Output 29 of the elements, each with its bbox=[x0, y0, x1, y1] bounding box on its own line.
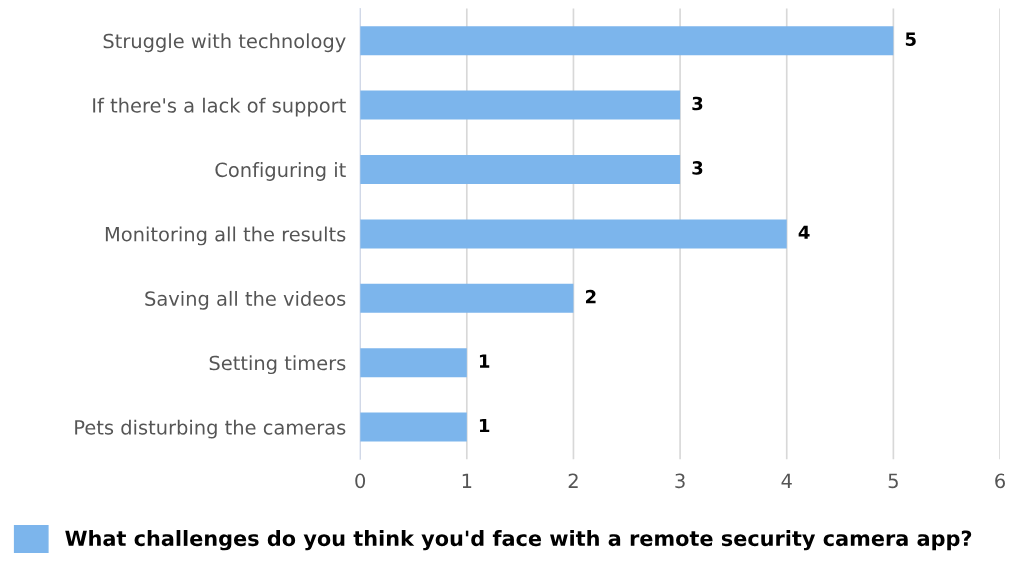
bar bbox=[360, 219, 787, 249]
bar bbox=[360, 90, 681, 120]
y-tick-label: Saving all the videos bbox=[145, 290, 346, 310]
data-label: 1 bbox=[479, 354, 490, 368]
y-tick-label: Configuring it bbox=[215, 162, 346, 181]
y-tick-label: Setting timers bbox=[209, 355, 346, 375]
bar bbox=[360, 155, 681, 184]
data-label: 4 bbox=[798, 225, 810, 239]
y-tick-label: Monitoring all the results bbox=[105, 226, 346, 246]
bar bbox=[360, 283, 574, 313]
x-tick-label: 1 bbox=[462, 473, 472, 488]
data-label: 2 bbox=[585, 289, 596, 304]
x-tick-label: 3 bbox=[675, 473, 685, 489]
legend-label: What challenges do you think you'd face with a remote security camera app? bbox=[65, 530, 972, 551]
y-tick-label: Pets disturbing the cameras bbox=[75, 419, 346, 439]
x-tick-label: 6 bbox=[995, 473, 1005, 489]
data-label: 3 bbox=[692, 161, 703, 175]
bar bbox=[360, 412, 467, 442]
y-tick-label: If there's a lack of support bbox=[93, 97, 346, 117]
data-label: 1 bbox=[479, 418, 490, 433]
x-tick-label: 2 bbox=[568, 473, 578, 488]
x-tick-label: 5 bbox=[888, 473, 898, 489]
x-tick-label: 4 bbox=[781, 473, 792, 488]
x-tick-label: 0 bbox=[355, 473, 366, 489]
data-label: 5 bbox=[905, 32, 916, 46]
y-tick-label: Struggle with technology bbox=[103, 33, 346, 53]
data-label: 3 bbox=[692, 96, 703, 111]
bar bbox=[360, 26, 894, 56]
bar bbox=[360, 348, 467, 378]
